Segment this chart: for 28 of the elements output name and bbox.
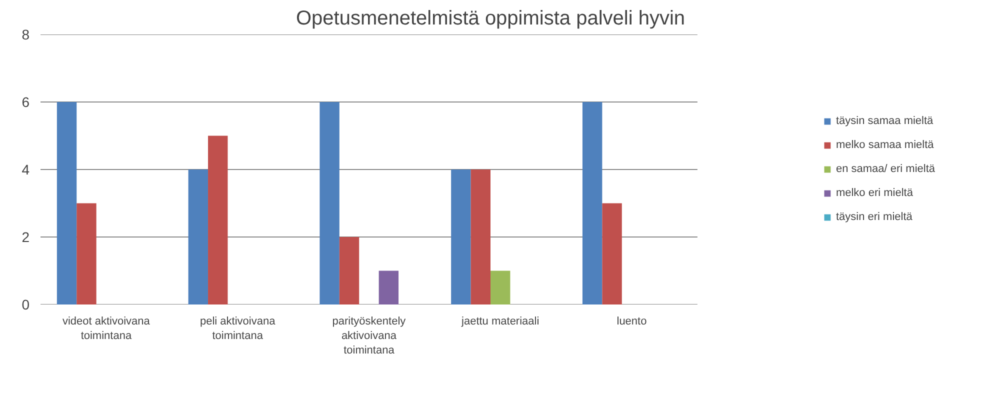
legend-label: en samaa/ eri mieltä: [836, 163, 935, 175]
legend-label: melko samaa mieltä: [836, 139, 934, 151]
bar: [208, 136, 228, 304]
bar: [76, 203, 96, 304]
bar: [56, 102, 77, 304]
bar: [339, 237, 360, 304]
bar: [470, 170, 490, 304]
bar: [451, 170, 471, 304]
x-tick-label: videot aktivoivana toimintana: [62, 316, 151, 342]
bar: [602, 203, 622, 304]
y-tick-label: 4: [22, 162, 30, 178]
chart-title: Opetusmenetelmistä oppimista palveli hyvin: [296, 8, 686, 30]
y-tick-label: 6: [22, 94, 30, 110]
x-tick-label: luento: [616, 316, 647, 328]
bar: [582, 102, 602, 304]
legend-label: täysin samaa mieltä: [836, 115, 934, 127]
bar: [378, 270, 399, 304]
x-tick-label: parityöskentely aktivoivana toimintana: [332, 316, 406, 356]
bar: [188, 170, 208, 304]
y-tick-label: 0: [22, 296, 30, 312]
bar: [490, 270, 510, 304]
bar: [320, 102, 340, 304]
x-tick-label: jaettu materiaali: [460, 316, 540, 328]
legend-label: melko eri mieltä: [836, 187, 913, 199]
legend-label: täysin eri mieltä: [836, 211, 912, 223]
y-tick-label: 2: [22, 229, 30, 245]
x-tick-label: peli aktivoivana toimintana: [200, 316, 276, 342]
y-tick-label: 8: [22, 26, 30, 42]
